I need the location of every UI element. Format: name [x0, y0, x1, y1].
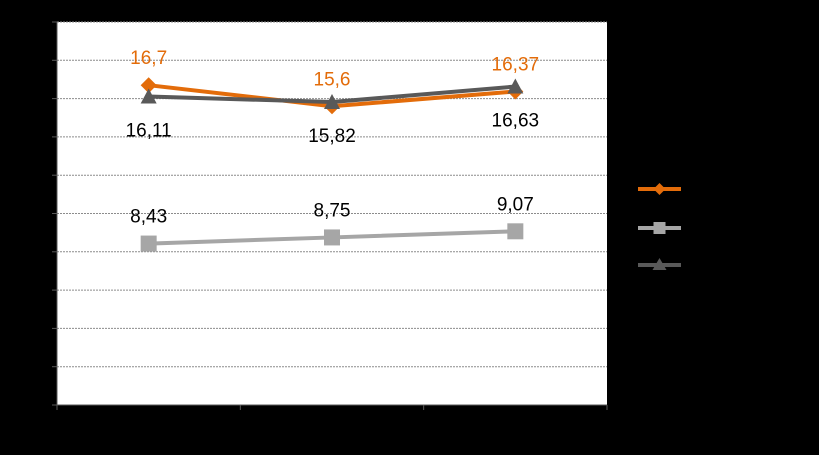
series-group [140, 77, 524, 252]
series-3-point [140, 88, 157, 104]
series-2-point [507, 223, 524, 240]
data-label: 9,07 [497, 194, 534, 215]
data-label: 16,7 [130, 48, 167, 69]
data-label: 16,11 [126, 120, 172, 141]
series-3-point [507, 78, 524, 94]
legend [638, 183, 681, 270]
data-label: 15,6 [314, 69, 351, 90]
legend-marker-2 [653, 222, 666, 234]
series-2-point [140, 235, 157, 252]
series-1-point [140, 77, 157, 94]
data-label: 16,37 [492, 55, 540, 76]
axes [52, 21, 608, 410]
data-label: 16,63 [492, 111, 540, 132]
data-label: 8,43 [130, 207, 167, 228]
data-label: 8,75 [314, 200, 351, 221]
data-label: 15,82 [308, 126, 356, 147]
legend-marker-3 [652, 258, 667, 270]
legend-marker-1 [653, 183, 666, 195]
series-2-point [324, 229, 340, 246]
series-3-point [324, 94, 340, 110]
gridlines [57, 21, 607, 368]
data-labels: 16,7 15,6 16,37 8,43 8,75 9,07 16,11 15,82 16,63 [126, 48, 540, 227]
